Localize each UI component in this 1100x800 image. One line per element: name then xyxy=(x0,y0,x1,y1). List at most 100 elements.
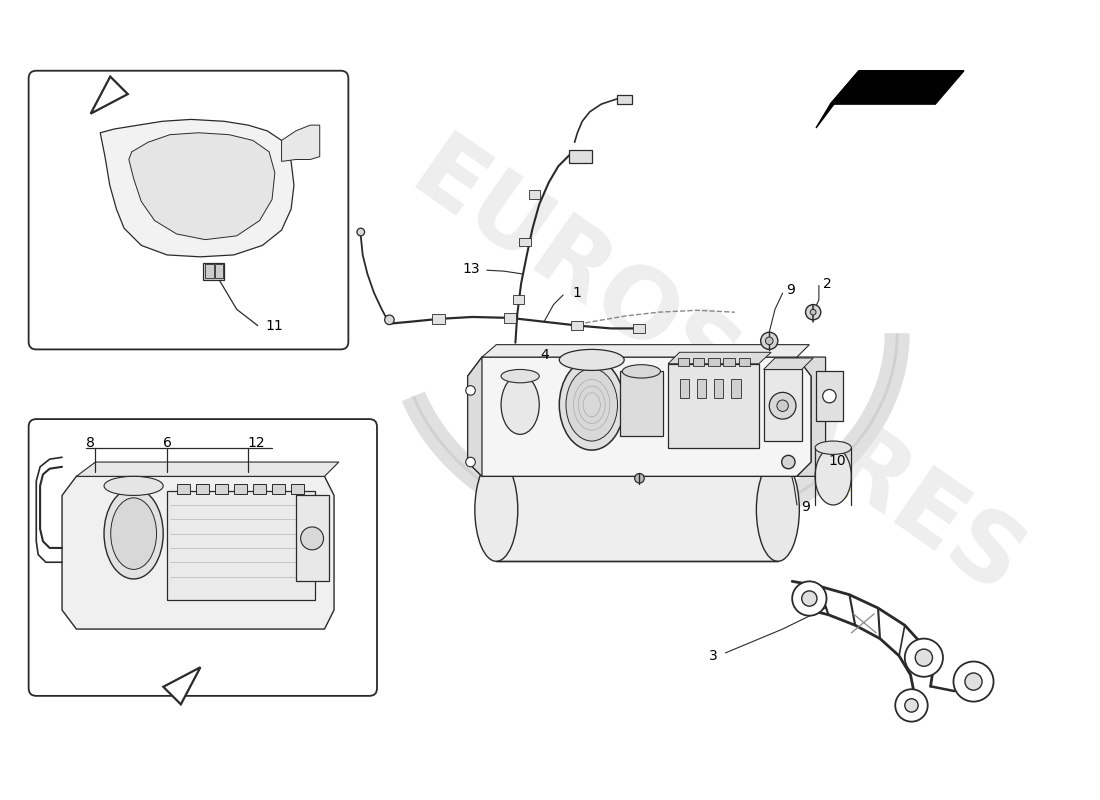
Bar xyxy=(620,371,663,436)
Bar xyxy=(496,458,778,562)
Polygon shape xyxy=(668,352,771,364)
Circle shape xyxy=(823,390,836,403)
FancyBboxPatch shape xyxy=(29,70,349,350)
Text: 2: 2 xyxy=(823,277,832,290)
Bar xyxy=(529,190,540,198)
Circle shape xyxy=(782,455,795,469)
Bar xyxy=(519,238,530,246)
Bar xyxy=(724,358,735,366)
Polygon shape xyxy=(282,125,320,162)
Ellipse shape xyxy=(757,458,800,562)
Bar xyxy=(204,262,224,280)
Bar xyxy=(569,150,592,163)
Text: 11: 11 xyxy=(265,318,283,333)
Bar xyxy=(177,484,190,494)
Text: 3: 3 xyxy=(710,649,717,662)
Circle shape xyxy=(905,698,918,712)
Polygon shape xyxy=(816,70,859,128)
Circle shape xyxy=(300,527,323,550)
Bar xyxy=(632,324,646,333)
Bar xyxy=(296,495,329,582)
Bar xyxy=(732,379,740,398)
Bar xyxy=(214,484,228,494)
Text: 12: 12 xyxy=(248,436,265,450)
Polygon shape xyxy=(62,476,334,629)
FancyBboxPatch shape xyxy=(29,419,377,696)
Text: 9: 9 xyxy=(801,500,810,514)
Bar xyxy=(571,321,583,330)
Polygon shape xyxy=(830,70,964,104)
Ellipse shape xyxy=(559,359,624,450)
Ellipse shape xyxy=(104,488,163,579)
Bar xyxy=(714,379,724,398)
Polygon shape xyxy=(90,77,128,114)
Polygon shape xyxy=(100,119,294,257)
Circle shape xyxy=(385,315,394,325)
Bar xyxy=(214,265,223,278)
Circle shape xyxy=(805,305,821,320)
Bar xyxy=(432,314,444,324)
Circle shape xyxy=(769,392,796,419)
Polygon shape xyxy=(763,358,813,370)
Circle shape xyxy=(811,310,816,315)
Bar xyxy=(680,379,689,398)
Ellipse shape xyxy=(475,458,518,562)
Circle shape xyxy=(777,400,789,411)
Polygon shape xyxy=(796,357,826,476)
Text: 13: 13 xyxy=(462,262,480,276)
Circle shape xyxy=(802,591,817,606)
Bar xyxy=(668,364,759,448)
Circle shape xyxy=(905,638,943,677)
Ellipse shape xyxy=(559,350,624,370)
Text: EUROSPARES: EUROSPARES xyxy=(394,126,1038,617)
Text: 9: 9 xyxy=(786,283,795,298)
Circle shape xyxy=(915,649,933,666)
Bar xyxy=(617,94,631,104)
Bar xyxy=(678,358,689,366)
Bar xyxy=(696,379,706,398)
Polygon shape xyxy=(468,357,812,476)
Text: 10: 10 xyxy=(828,454,846,468)
Ellipse shape xyxy=(104,476,163,495)
Circle shape xyxy=(465,386,475,395)
Ellipse shape xyxy=(566,369,617,441)
Text: 1: 1 xyxy=(573,286,582,300)
Bar xyxy=(206,265,213,278)
Text: 6: 6 xyxy=(163,436,172,450)
Bar xyxy=(693,358,704,366)
Ellipse shape xyxy=(111,498,156,570)
Text: 4: 4 xyxy=(540,348,549,362)
Ellipse shape xyxy=(815,441,851,454)
Circle shape xyxy=(358,228,364,236)
Bar xyxy=(272,484,285,494)
Bar xyxy=(708,358,719,366)
Bar xyxy=(234,484,248,494)
Bar xyxy=(504,313,516,322)
Ellipse shape xyxy=(623,365,660,378)
Circle shape xyxy=(954,662,993,702)
Bar xyxy=(253,484,266,494)
Ellipse shape xyxy=(502,375,539,434)
Bar xyxy=(816,371,843,421)
Bar xyxy=(167,490,315,601)
Text: 8: 8 xyxy=(86,436,95,450)
Circle shape xyxy=(635,474,645,483)
Bar xyxy=(763,370,802,441)
Polygon shape xyxy=(129,133,275,240)
Polygon shape xyxy=(468,357,482,476)
Bar xyxy=(739,358,750,366)
Bar xyxy=(196,484,209,494)
Circle shape xyxy=(895,689,927,722)
Bar xyxy=(513,295,524,304)
Text: a passion for parts since 1985: a passion for parts since 1985 xyxy=(646,353,852,504)
Circle shape xyxy=(465,458,475,467)
Circle shape xyxy=(965,673,982,690)
Circle shape xyxy=(761,332,778,350)
Ellipse shape xyxy=(815,448,851,505)
Polygon shape xyxy=(163,667,200,704)
Ellipse shape xyxy=(502,370,539,383)
Circle shape xyxy=(792,582,826,616)
Polygon shape xyxy=(76,462,339,476)
Bar xyxy=(292,484,305,494)
Circle shape xyxy=(766,337,773,345)
